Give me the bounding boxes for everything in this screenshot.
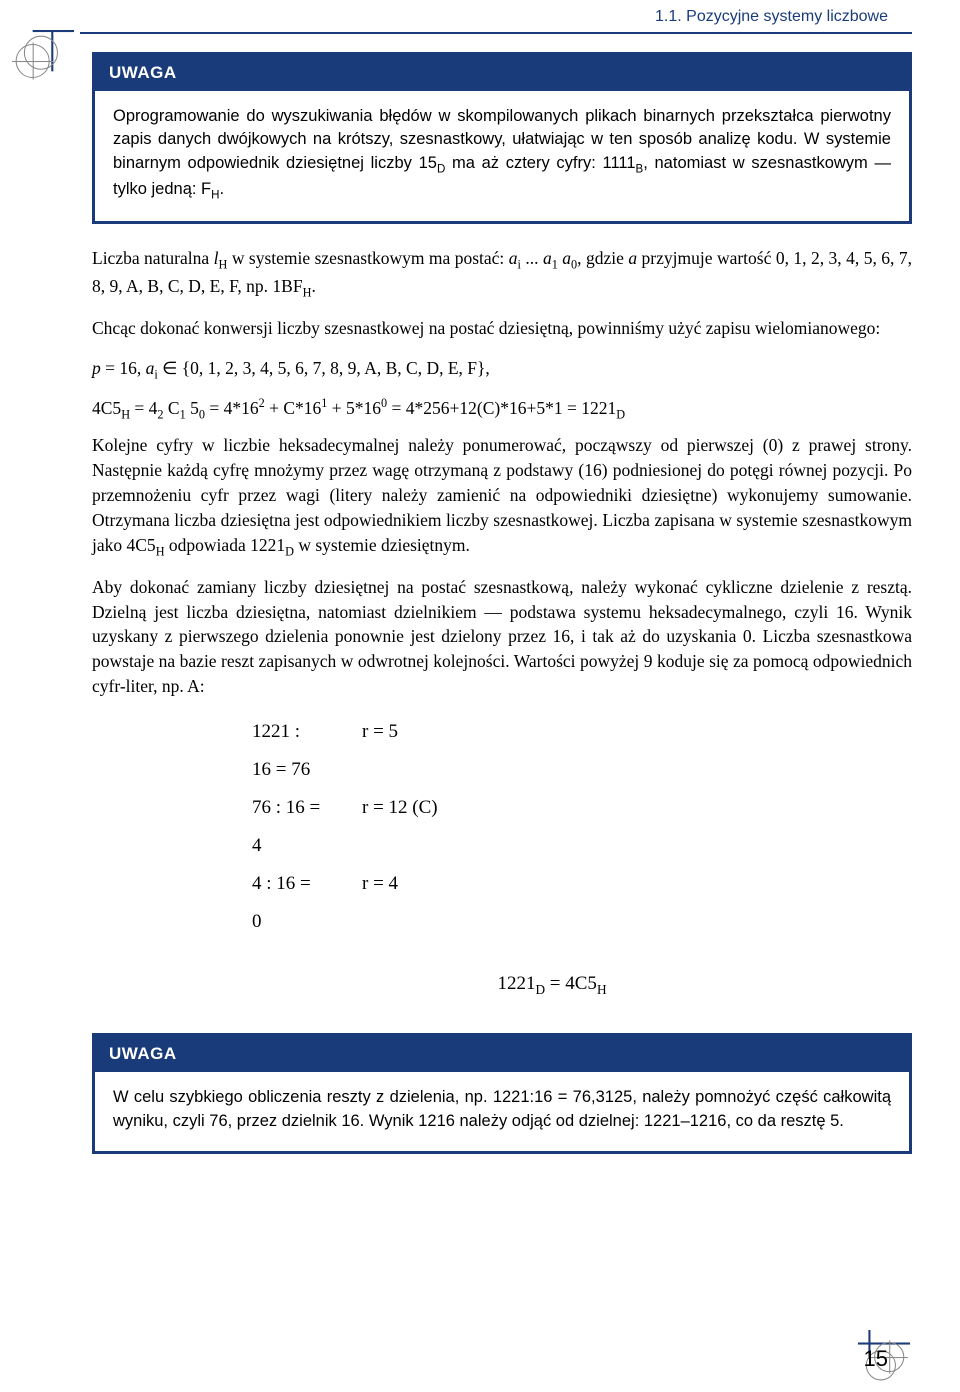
paragraph: Aby dokonać zamiany liczby dziesiętnej n… bbox=[92, 575, 912, 699]
calculation-row: 1221 : 16 = 76r = 5 bbox=[92, 713, 912, 789]
page-content: UWAGA Oprogramowanie do wyszukiwania błę… bbox=[92, 52, 912, 1332]
paragraph: Chcąc dokonać konwersji liczby szesnastk… bbox=[92, 316, 912, 341]
note-body: Oprogramowanie do wyszukiwania błędów w … bbox=[95, 91, 909, 221]
note-box-1: UWAGA Oprogramowanie do wyszukiwania błę… bbox=[92, 52, 912, 224]
formula: p = 16, ai ∈ {0, 1, 2, 3, 4, 5, 6, 7, 8,… bbox=[92, 355, 912, 384]
note-title: UWAGA bbox=[95, 55, 909, 91]
section-header: 1.1. Pozycyjne systemy liczbowe bbox=[655, 8, 888, 26]
paragraph: Kolejne cyfry w liczbie heksadecymalnej … bbox=[92, 433, 912, 560]
calculation-block: 1221 : 16 = 76r = 576 : 16 = 4r = 12 (C)… bbox=[92, 713, 912, 1003]
formula: 4C5H = 42 C1 50 = 4*162 + C*161 + 5*160 … bbox=[92, 394, 912, 424]
corner-ornament-icon bbox=[12, 30, 74, 92]
calc-remainder: r = 12 (C) bbox=[322, 789, 438, 865]
note-title: UWAGA bbox=[95, 1036, 909, 1072]
calculation-result: 1221D = 4C5H bbox=[92, 965, 912, 1003]
note-box-2: UWAGA W celu szybkiego obliczenia reszty… bbox=[92, 1033, 912, 1154]
calc-remainder: r = 5 bbox=[322, 713, 398, 789]
calculation-row: 76 : 16 = 4r = 12 (C) bbox=[92, 789, 912, 865]
calc-quotient: 1221 : 16 = 76 bbox=[92, 713, 322, 789]
calculation-row: 4 : 16 = 0r = 4 bbox=[92, 865, 912, 941]
calc-quotient: 4 : 16 = 0 bbox=[92, 865, 322, 941]
calc-quotient: 76 : 16 = 4 bbox=[92, 789, 322, 865]
paragraph: Liczba naturalna lH w systemie szesnastk… bbox=[92, 246, 912, 302]
calc-remainder: r = 4 bbox=[322, 865, 398, 941]
page-number: 15 bbox=[864, 1346, 888, 1372]
header-rule bbox=[80, 32, 912, 34]
note-body: W celu szybkiego obliczenia reszty z dzi… bbox=[95, 1072, 909, 1151]
